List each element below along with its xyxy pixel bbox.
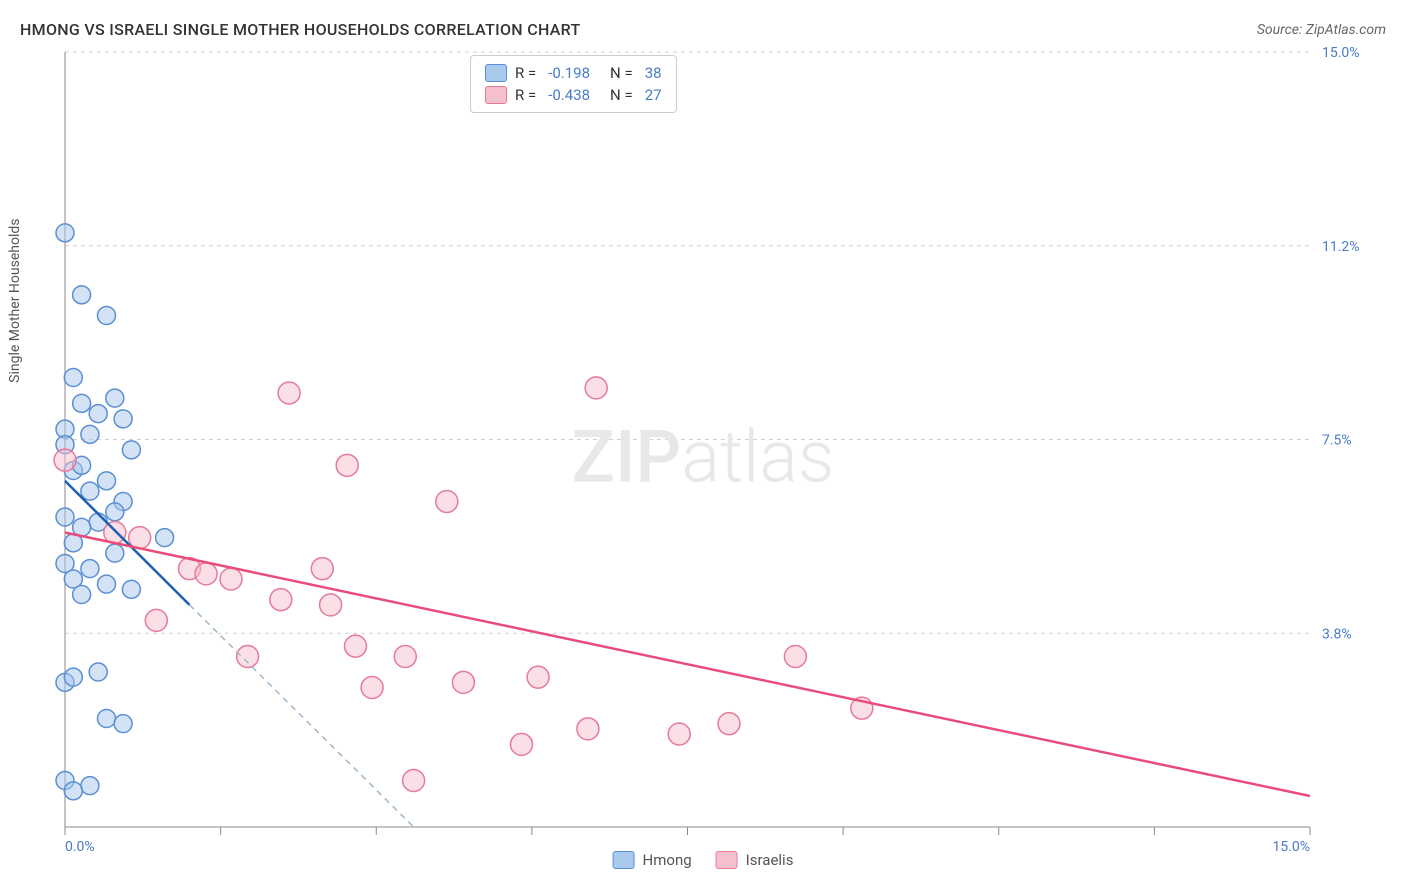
legend-item: Israelis (716, 851, 794, 869)
n-label: N = (610, 86, 633, 104)
scatter-point (81, 560, 99, 578)
svg-text:0.0%: 0.0% (65, 839, 95, 855)
scatter-point (436, 491, 458, 513)
legend-item: Hmong (613, 851, 692, 869)
scatter-point (106, 503, 124, 521)
scatter-point (320, 594, 342, 616)
scatter-point (394, 646, 416, 668)
stats-row: R = -0.198 N = 38 (485, 62, 662, 84)
scatter-point (81, 777, 99, 795)
scatter-point (195, 563, 217, 585)
scatter-point (89, 663, 107, 681)
scatter-point (56, 224, 74, 242)
scatter-point (668, 723, 690, 745)
scatter-point (311, 558, 333, 580)
svg-text:11.2%: 11.2% (1322, 239, 1360, 255)
scatter-point (336, 454, 358, 476)
n-label: N = (610, 64, 633, 82)
scatter-point (114, 410, 132, 428)
scatter-point (403, 770, 425, 792)
scatter-point (98, 472, 116, 490)
chart-legend: Hmong Israelis (613, 851, 794, 869)
scatter-point (73, 394, 91, 412)
r-label: R = (515, 64, 536, 82)
scatter-point (527, 666, 549, 688)
scatter-point (64, 782, 82, 800)
scatter-point (577, 718, 599, 740)
scatter-point (278, 382, 300, 404)
legend-swatch (613, 851, 635, 869)
scatter-point (220, 568, 242, 590)
scatter-point (98, 710, 116, 728)
scatter-point (237, 646, 259, 668)
scatter-chart: 3.8% 7.5% 11.2% 15.0% 0.0% 15.0% (20, 47, 1386, 867)
scatter-point (784, 646, 806, 668)
stats-row: R = -0.438 N = 27 (485, 84, 662, 106)
svg-text:3.8%: 3.8% (1322, 626, 1352, 642)
scatter-point (129, 527, 151, 549)
scatter-point (156, 529, 174, 547)
scatter-point (452, 671, 474, 693)
scatter-point (98, 575, 116, 593)
scatter-point (361, 677, 383, 699)
legend-label: Hmong (643, 851, 692, 869)
scatter-point (81, 425, 99, 443)
series-swatch (485, 64, 507, 82)
scatter-point (64, 369, 82, 387)
scatter-point (106, 389, 124, 407)
scatter-point (122, 441, 140, 459)
svg-text:15.0%: 15.0% (1272, 839, 1310, 855)
scatter-point (122, 580, 140, 598)
scatter-point (511, 733, 533, 755)
chart-container: ZIPatlas Single Mother Households 3.8%7.… (20, 47, 1386, 867)
scatter-point (718, 713, 740, 735)
scatter-point (64, 668, 82, 686)
scatter-point (89, 405, 107, 423)
scatter-point (585, 377, 607, 399)
scatter-point (56, 508, 74, 526)
scatter-point (54, 449, 76, 471)
svg-text:15.0%: 15.0% (1322, 47, 1360, 61)
correlation-stats-box: R = -0.198 N = 38 R = -0.438 N = 27 (470, 55, 677, 113)
scatter-point (114, 715, 132, 733)
series-swatch (485, 86, 507, 104)
legend-label: Israelis (746, 851, 794, 869)
scatter-point (270, 589, 292, 611)
source-attribution: Source: ZipAtlas.com (1257, 22, 1386, 38)
svg-text:7.5%: 7.5% (1322, 433, 1352, 449)
scatter-point (73, 286, 91, 304)
scatter-point (145, 609, 167, 631)
legend-swatch (716, 851, 738, 869)
scatter-point (106, 544, 124, 562)
r-value: -0.198 (548, 64, 590, 82)
r-label: R = (515, 86, 536, 104)
scatter-point (73, 586, 91, 604)
scatter-point (98, 307, 116, 325)
r-value: -0.438 (548, 86, 590, 104)
n-value: 27 (645, 86, 662, 104)
trend-line-dashed (190, 605, 414, 827)
n-value: 38 (645, 64, 662, 82)
scatter-point (345, 635, 367, 657)
chart-title: HMONG VS ISRAELI SINGLE MOTHER HOUSEHOLD… (20, 20, 581, 39)
scatter-point (81, 482, 99, 500)
